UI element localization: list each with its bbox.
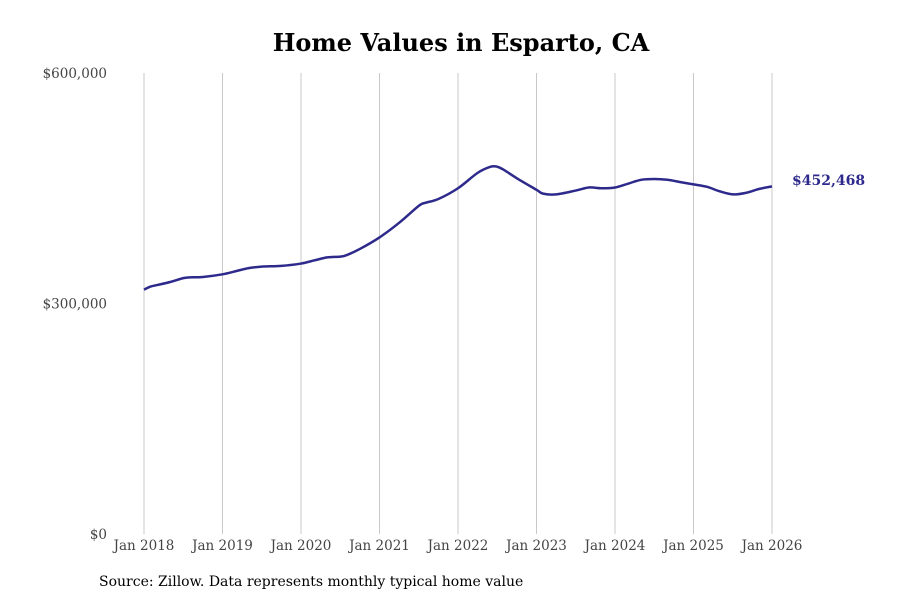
series-line <box>143 164 773 291</box>
x-tick-label-3: Jan 2021 <box>347 538 410 554</box>
x-tick-label-6: Jan 2024 <box>583 538 646 554</box>
source-note: Source: Zillow. Data represents monthly … <box>99 574 524 590</box>
x-tick-label-4: Jan 2022 <box>426 538 489 554</box>
chart-title: Home Values in Esparto, CA <box>272 28 650 57</box>
x-tick-label-7: Jan 2025 <box>661 538 724 554</box>
y-tick-label-2: $600,000 <box>43 66 107 82</box>
grid-lines <box>143 73 773 534</box>
x-tick-label-5: Jan 2023 <box>504 538 567 554</box>
y-tick-label-1: $300,000 <box>43 297 107 313</box>
x-tick-label-0: Jan 2018 <box>112 538 175 554</box>
y-tick-label-0: $0 <box>90 527 107 543</box>
series-end-value-label: $452,468 <box>792 173 865 189</box>
x-tick-label-2: Jan 2020 <box>269 538 332 554</box>
y-axis-tick-labels: $0 $300,000 $600,000 <box>43 66 107 543</box>
x-tick-label-1: Jan 2019 <box>190 538 253 554</box>
x-axis-tick-labels: Jan 2018 Jan 2019 Jan 2020 Jan 2021 Jan 2022… <box>112 538 803 554</box>
x-tick-label-8: Jan 2026 <box>740 538 803 554</box>
